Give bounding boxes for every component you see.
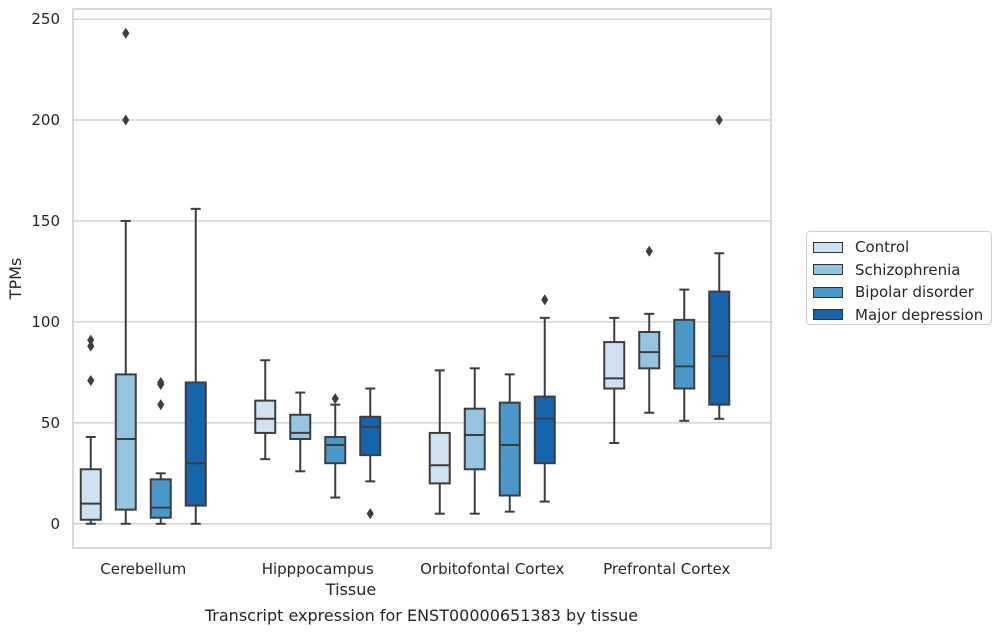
outlier-point — [157, 376, 165, 388]
iqr-box — [638, 330, 661, 370]
legend-item: Major depression — [813, 304, 991, 327]
box-control — [603, 316, 626, 445]
box-schizophrenia — [289, 391, 312, 473]
legend: Control Schizophrenia Bipolar disorder Majo… — [806, 231, 992, 325]
box-bipolar-disorder — [673, 288, 696, 422]
iqr-box — [114, 373, 137, 511]
legend-item: Schizophrenia — [813, 259, 991, 282]
legend-label: Schizophrenia — [855, 260, 961, 279]
iqr-box — [149, 478, 172, 519]
box-bipolar-disorder — [498, 373, 521, 513]
iqr-box — [359, 415, 382, 457]
legend-swatch — [813, 286, 843, 298]
iqr-box — [498, 401, 521, 497]
y-tick-labels: 0 50 100 150 200 250 — [31, 10, 60, 533]
iqr-box — [184, 381, 207, 507]
box-schizophrenia — [114, 27, 137, 525]
box-bipolar-disorder — [149, 376, 172, 525]
outlier-point — [541, 294, 549, 306]
outlier-point — [87, 334, 95, 346]
outlier-point — [645, 245, 653, 257]
iqr-box — [79, 468, 102, 521]
gridlines — [73, 18, 771, 525]
box-control — [428, 369, 451, 515]
legend-swatch — [813, 264, 843, 276]
legend-item: Control — [813, 236, 991, 259]
iqr-box — [289, 413, 312, 440]
boxes — [79, 27, 731, 525]
x-tick-label: Prefrontal Cortex — [603, 560, 730, 578]
x-tick-labels: Cerebellum Hipppocampus Orbitofontal Corte… — [100, 560, 730, 578]
outlier-point — [715, 114, 723, 126]
y-tick-label: 250 — [31, 10, 60, 28]
box-bipolar-disorder — [324, 393, 347, 499]
box-major-depression — [708, 114, 731, 420]
iqr-box — [603, 341, 626, 390]
legend-label: Bipolar disorder — [855, 283, 974, 302]
y-tick-label: 0 — [50, 515, 60, 533]
box-control — [254, 359, 277, 461]
outlier-point — [157, 399, 165, 411]
iqr-box — [533, 395, 556, 465]
legend-item: Bipolar disorder — [813, 281, 991, 304]
y-tick-label: 200 — [31, 111, 60, 129]
x-axis-label: Tissue — [325, 580, 376, 599]
box-schizophrenia — [463, 367, 486, 515]
y-tick-label: 50 — [41, 414, 60, 432]
outlier-point — [122, 114, 130, 126]
box-control — [79, 334, 102, 525]
box-major-depression — [184, 207, 207, 525]
x-tick-label: Orbitofontal Cortex — [420, 560, 564, 578]
legend-swatch — [813, 309, 843, 321]
legend-label: Control — [855, 238, 910, 257]
y-tick-label: 100 — [31, 313, 60, 331]
legend-label: Major depression — [855, 305, 984, 324]
legend-swatch — [813, 241, 843, 253]
outlier-point — [331, 393, 339, 405]
outlier-point — [122, 27, 130, 39]
iqr-box — [428, 431, 451, 485]
iqr-box — [463, 407, 486, 471]
box-major-depression — [359, 387, 382, 520]
box-major-depression — [533, 294, 556, 503]
plot-frame — [72, 8, 772, 549]
figure-caption: Transcript expression for ENST0000065138… — [204, 606, 639, 625]
iqr-box — [708, 290, 731, 406]
x-tick-label: Hipppocampus — [262, 560, 374, 578]
y-tick-label: 150 — [31, 212, 60, 230]
y-axis-label: TPMs — [6, 258, 25, 301]
box-schizophrenia — [638, 245, 661, 414]
iqr-box — [324, 435, 347, 465]
iqr-box — [254, 399, 277, 434]
outlier-point — [87, 374, 95, 386]
x-tick-label: Cerebellum — [100, 560, 186, 578]
iqr-box — [673, 318, 696, 390]
outlier-point — [366, 508, 374, 520]
outlier-point — [87, 340, 95, 352]
